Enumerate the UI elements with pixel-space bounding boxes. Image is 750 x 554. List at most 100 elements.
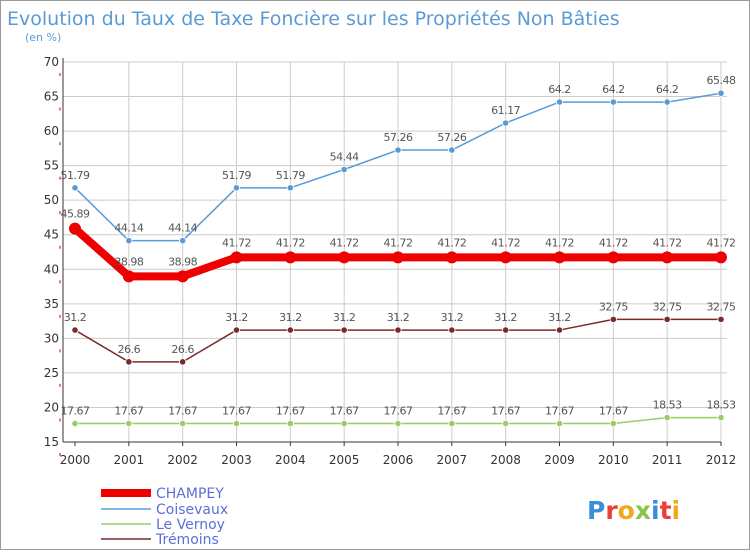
brand-logo: Proxiti xyxy=(587,496,680,525)
chart-title: Evolution du Taux de Taxe Foncière sur l… xyxy=(7,8,620,30)
data-label: 31.2 xyxy=(494,311,517,324)
data-point xyxy=(392,251,404,264)
data-point xyxy=(122,270,135,283)
data-label: 17.67 xyxy=(222,405,251,418)
x-tick-label: 2003 xyxy=(221,453,252,467)
y-tick-label: 30 xyxy=(44,331,59,345)
y-tick-label: 70 xyxy=(44,55,59,69)
data-point xyxy=(232,419,241,428)
data-label: 17.67 xyxy=(276,405,305,418)
data-point xyxy=(286,419,294,428)
data-point xyxy=(502,326,510,334)
data-point xyxy=(179,419,187,428)
data-label: 41.72 xyxy=(276,236,305,249)
x-tick-label: 2009 xyxy=(544,453,575,467)
data-point xyxy=(555,419,564,428)
data-point xyxy=(125,358,133,366)
legend-label: Trémoins xyxy=(155,532,219,548)
data-label: 31.2 xyxy=(548,311,571,324)
y-unit-label: (en %) xyxy=(25,31,61,44)
data-point xyxy=(125,237,133,245)
data-point xyxy=(394,419,402,428)
brand-letter: i xyxy=(672,496,681,525)
data-label: 41.72 xyxy=(545,236,574,249)
data-point xyxy=(394,146,402,154)
brand-letter: t xyxy=(660,496,672,525)
data-label: 17.67 xyxy=(437,405,466,418)
x-tick-label: 2004 xyxy=(275,453,306,467)
data-point xyxy=(609,419,617,428)
data-label: 17.67 xyxy=(491,405,520,418)
data-point xyxy=(448,419,456,428)
data-label: 61.17 xyxy=(491,104,520,117)
data-point xyxy=(555,326,564,334)
data-point xyxy=(607,251,620,264)
data-point xyxy=(553,251,566,264)
data-point xyxy=(609,315,617,323)
data-point xyxy=(340,326,348,334)
y-tick-label: 35 xyxy=(44,297,59,311)
axes: 15 20 25 30 35 40 45 50 55 60 65 70 2000 2001 2002 2003… xyxy=(44,55,737,467)
y-tick-label: 20 xyxy=(44,400,59,414)
brand-letter: P xyxy=(587,496,605,525)
y-tick-label: 15 xyxy=(44,435,59,449)
data-label: 17.67 xyxy=(114,405,143,418)
data-label: 41.72 xyxy=(491,236,520,249)
data-point xyxy=(340,419,348,428)
data-label: 51.79 xyxy=(61,169,90,182)
x-tick-label: 2000 xyxy=(60,453,91,467)
y-tick-label: 25 xyxy=(44,366,59,380)
brand-letter: i xyxy=(651,496,660,525)
data-label: 17.67 xyxy=(168,405,197,418)
data-point xyxy=(230,251,243,264)
data-label: 38.98 xyxy=(168,255,197,268)
data-point xyxy=(284,251,297,264)
data-label: 31.2 xyxy=(333,311,356,324)
data-label: 51.79 xyxy=(222,169,251,182)
legend-label: Le Vernoy xyxy=(156,517,225,533)
data-label: 41.72 xyxy=(384,236,413,249)
data-label: 17.67 xyxy=(545,405,574,418)
data-label: 17.67 xyxy=(330,405,359,418)
y-tick-label: 65 xyxy=(44,90,59,104)
data-label: 31.2 xyxy=(64,311,87,324)
data-point xyxy=(232,326,241,334)
data-point xyxy=(448,146,456,154)
data-label: 57.26 xyxy=(384,131,413,144)
data-label: 17.67 xyxy=(61,405,90,418)
data-point xyxy=(232,184,241,192)
data-point xyxy=(555,98,564,106)
data-point xyxy=(176,270,189,283)
data-point xyxy=(125,419,133,428)
y-tick-label: 60 xyxy=(44,124,59,138)
data-label: 65.48 xyxy=(707,74,736,87)
data-label: 32.75 xyxy=(707,300,736,313)
data-point xyxy=(394,326,402,334)
data-label: 64.2 xyxy=(548,83,571,96)
data-point xyxy=(502,119,510,127)
legend-label: Coisevaux xyxy=(156,502,228,518)
data-point xyxy=(663,414,671,422)
data-point xyxy=(286,184,294,192)
x-tick-label: 2010 xyxy=(598,453,629,467)
data-label: 32.75 xyxy=(599,300,628,313)
brand-letter: x xyxy=(635,496,651,525)
data-point xyxy=(445,251,458,264)
data-point xyxy=(71,419,79,428)
data-labels: 45.89 38.98 38.98 41.72 41.72 41.72 41.72 41.72… xyxy=(61,74,737,418)
data-point xyxy=(286,326,294,334)
data-label: 31.2 xyxy=(441,311,464,324)
y-tick-label: 55 xyxy=(44,159,59,173)
data-label: 44.14 xyxy=(168,222,197,235)
series xyxy=(69,89,727,428)
legend-label: CHAMPEY xyxy=(156,486,224,502)
data-label: 57.26 xyxy=(437,131,466,144)
data-point xyxy=(69,222,81,235)
data-label: 41.72 xyxy=(653,236,682,249)
data-point xyxy=(179,237,187,245)
data-point xyxy=(502,419,510,428)
data-label: 41.72 xyxy=(707,236,736,249)
